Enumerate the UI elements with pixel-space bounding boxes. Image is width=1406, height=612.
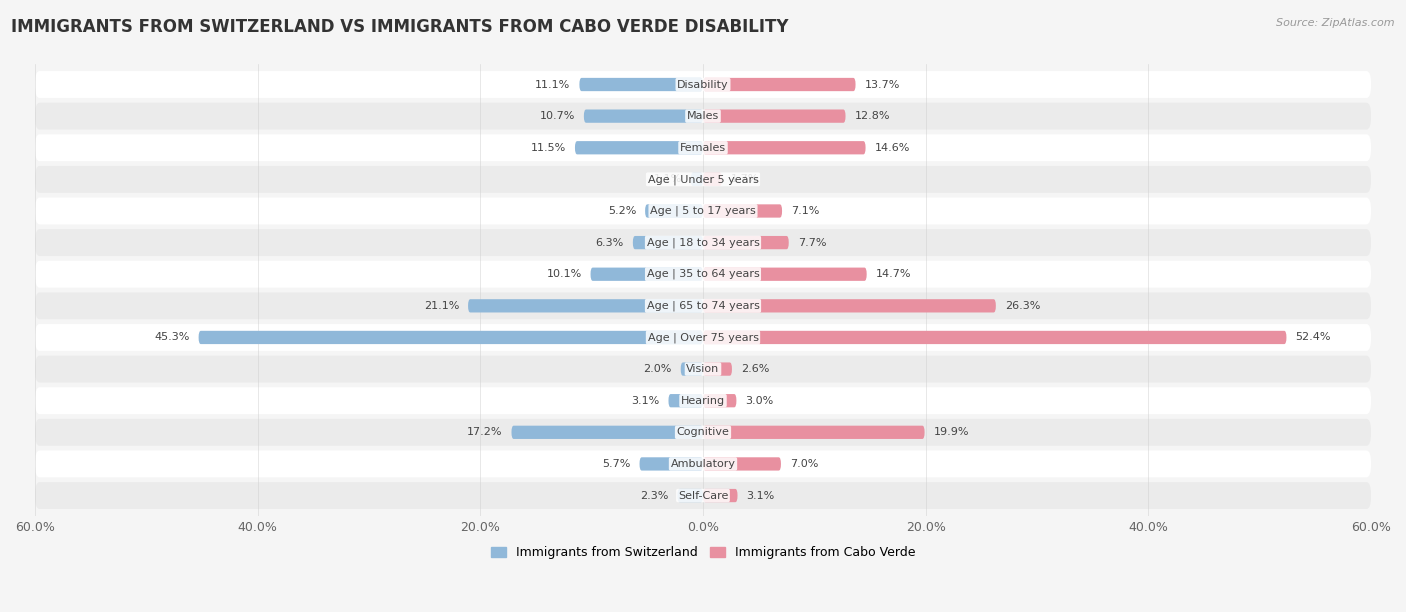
FancyBboxPatch shape xyxy=(35,71,1371,98)
FancyBboxPatch shape xyxy=(35,229,1371,256)
FancyBboxPatch shape xyxy=(690,173,703,186)
Text: Self-Care: Self-Care xyxy=(678,491,728,501)
FancyBboxPatch shape xyxy=(583,110,703,123)
FancyBboxPatch shape xyxy=(633,236,703,249)
Text: Age | Under 5 years: Age | Under 5 years xyxy=(648,174,758,185)
Text: 17.2%: 17.2% xyxy=(467,427,502,438)
FancyBboxPatch shape xyxy=(678,489,703,502)
FancyBboxPatch shape xyxy=(703,110,845,123)
FancyBboxPatch shape xyxy=(703,267,866,281)
FancyBboxPatch shape xyxy=(703,78,855,91)
Text: 21.1%: 21.1% xyxy=(423,301,460,311)
Text: 2.6%: 2.6% xyxy=(741,364,769,374)
Text: 2.3%: 2.3% xyxy=(640,491,668,501)
FancyBboxPatch shape xyxy=(35,103,1371,130)
Text: 13.7%: 13.7% xyxy=(865,80,900,89)
FancyBboxPatch shape xyxy=(645,204,703,218)
Text: 7.1%: 7.1% xyxy=(792,206,820,216)
Text: Hearing: Hearing xyxy=(681,396,725,406)
Legend: Immigrants from Switzerland, Immigrants from Cabo Verde: Immigrants from Switzerland, Immigrants … xyxy=(485,541,921,564)
Text: 3.1%: 3.1% xyxy=(631,396,659,406)
Text: Vision: Vision xyxy=(686,364,720,374)
FancyBboxPatch shape xyxy=(35,387,1371,414)
FancyBboxPatch shape xyxy=(681,362,703,376)
Text: 1.7%: 1.7% xyxy=(731,174,759,184)
Text: 3.0%: 3.0% xyxy=(745,396,773,406)
Text: 7.0%: 7.0% xyxy=(790,459,818,469)
Text: Females: Females xyxy=(681,143,725,153)
Text: Cognitive: Cognitive xyxy=(676,427,730,438)
Text: 26.3%: 26.3% xyxy=(1005,301,1040,311)
FancyBboxPatch shape xyxy=(703,394,737,408)
FancyBboxPatch shape xyxy=(703,331,1286,344)
FancyBboxPatch shape xyxy=(35,419,1371,446)
FancyBboxPatch shape xyxy=(35,356,1371,382)
Text: 3.1%: 3.1% xyxy=(747,491,775,501)
Text: Age | 35 to 64 years: Age | 35 to 64 years xyxy=(647,269,759,280)
FancyBboxPatch shape xyxy=(591,267,703,281)
FancyBboxPatch shape xyxy=(703,426,925,439)
FancyBboxPatch shape xyxy=(703,236,789,249)
FancyBboxPatch shape xyxy=(575,141,703,154)
Text: 14.6%: 14.6% xyxy=(875,143,910,153)
Text: Disability: Disability xyxy=(678,80,728,89)
Text: 10.7%: 10.7% xyxy=(540,111,575,121)
FancyBboxPatch shape xyxy=(640,457,703,471)
FancyBboxPatch shape xyxy=(35,261,1371,288)
Text: 52.4%: 52.4% xyxy=(1295,332,1331,343)
Text: Males: Males xyxy=(688,111,718,121)
Text: IMMIGRANTS FROM SWITZERLAND VS IMMIGRANTS FROM CABO VERDE DISABILITY: IMMIGRANTS FROM SWITZERLAND VS IMMIGRANT… xyxy=(11,18,789,36)
FancyBboxPatch shape xyxy=(35,450,1371,477)
Text: Age | 65 to 74 years: Age | 65 to 74 years xyxy=(647,300,759,311)
Text: Age | Over 75 years: Age | Over 75 years xyxy=(648,332,758,343)
Text: 1.1%: 1.1% xyxy=(654,174,682,184)
Text: 19.9%: 19.9% xyxy=(934,427,969,438)
Text: 2.0%: 2.0% xyxy=(644,364,672,374)
Text: 5.7%: 5.7% xyxy=(602,459,631,469)
FancyBboxPatch shape xyxy=(703,141,866,154)
Text: 11.1%: 11.1% xyxy=(536,80,571,89)
FancyBboxPatch shape xyxy=(703,489,738,502)
FancyBboxPatch shape xyxy=(35,482,1371,509)
Text: 45.3%: 45.3% xyxy=(155,332,190,343)
Text: 11.5%: 11.5% xyxy=(531,143,567,153)
Text: Source: ZipAtlas.com: Source: ZipAtlas.com xyxy=(1277,18,1395,28)
FancyBboxPatch shape xyxy=(198,331,703,344)
FancyBboxPatch shape xyxy=(703,204,782,218)
FancyBboxPatch shape xyxy=(668,394,703,408)
Text: Age | 18 to 34 years: Age | 18 to 34 years xyxy=(647,237,759,248)
FancyBboxPatch shape xyxy=(468,299,703,313)
FancyBboxPatch shape xyxy=(35,324,1371,351)
Text: 5.2%: 5.2% xyxy=(607,206,636,216)
Text: 7.7%: 7.7% xyxy=(797,237,827,248)
Text: 14.7%: 14.7% xyxy=(876,269,911,279)
FancyBboxPatch shape xyxy=(512,426,703,439)
FancyBboxPatch shape xyxy=(703,173,721,186)
Text: 10.1%: 10.1% xyxy=(547,269,582,279)
FancyBboxPatch shape xyxy=(703,362,733,376)
FancyBboxPatch shape xyxy=(35,198,1371,225)
Text: 12.8%: 12.8% xyxy=(855,111,890,121)
Text: Age | 5 to 17 years: Age | 5 to 17 years xyxy=(650,206,756,216)
FancyBboxPatch shape xyxy=(35,293,1371,319)
FancyBboxPatch shape xyxy=(703,457,780,471)
FancyBboxPatch shape xyxy=(35,134,1371,161)
FancyBboxPatch shape xyxy=(35,166,1371,193)
FancyBboxPatch shape xyxy=(703,299,995,313)
FancyBboxPatch shape xyxy=(579,78,703,91)
Text: Ambulatory: Ambulatory xyxy=(671,459,735,469)
Text: 6.3%: 6.3% xyxy=(596,237,624,248)
